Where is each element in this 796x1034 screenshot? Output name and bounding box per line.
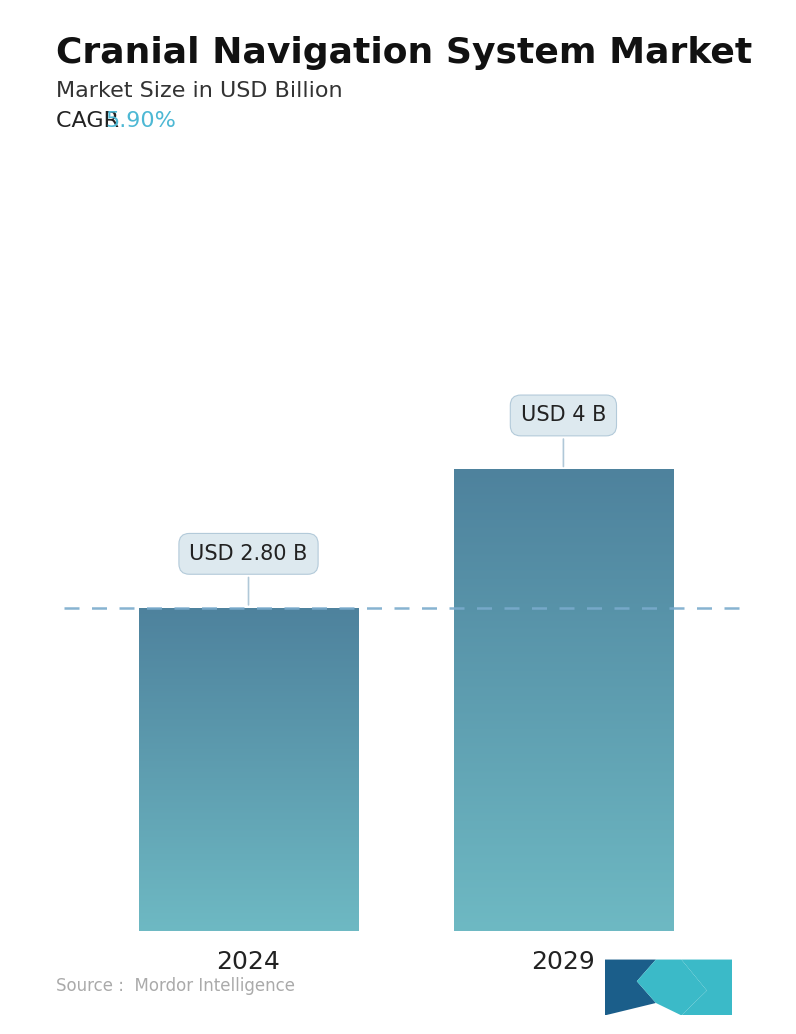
Text: CAGR: CAGR bbox=[56, 111, 126, 130]
Polygon shape bbox=[605, 960, 656, 1015]
Text: 5.90%: 5.90% bbox=[105, 111, 176, 130]
Text: Cranial Navigation System Market: Cranial Navigation System Market bbox=[56, 36, 752, 70]
Text: Market Size in USD Billion: Market Size in USD Billion bbox=[56, 81, 342, 100]
Polygon shape bbox=[681, 960, 732, 1015]
Text: Source :  Mordor Intelligence: Source : Mordor Intelligence bbox=[56, 977, 295, 995]
Text: USD 2.80 B: USD 2.80 B bbox=[189, 544, 308, 605]
Polygon shape bbox=[637, 960, 707, 1015]
Text: USD 4 B: USD 4 B bbox=[521, 405, 606, 466]
